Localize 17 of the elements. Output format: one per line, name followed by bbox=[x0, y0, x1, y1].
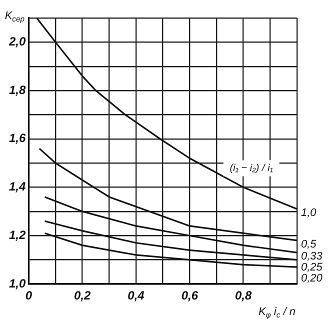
series-label: 0,20 bbox=[301, 272, 324, 285]
series-label: 0,25 bbox=[301, 262, 324, 274]
y-tick-label: 2,0 bbox=[8, 34, 26, 48]
series-label: 1,0 bbox=[301, 207, 318, 220]
y-tick-label: 1,6 bbox=[8, 131, 26, 146]
y-tick-label: 1,4 bbox=[8, 180, 26, 194]
x-tick-label: 0,4 bbox=[128, 288, 145, 302]
series-label: 0,33 bbox=[301, 250, 324, 263]
legend-title: (i₁ − i₂) / i₁ bbox=[230, 163, 273, 174]
series-label: 0,5 bbox=[301, 238, 318, 251]
y-tick-label: 1,8 bbox=[8, 82, 26, 97]
y-tick-label: 1,2 bbox=[8, 228, 26, 242]
x-tick-label: 0,8 bbox=[234, 288, 252, 302]
x-tick-label: 0,6 bbox=[181, 288, 198, 302]
x-tick-label: 0,2 bbox=[74, 288, 92, 302]
y-tick-label: 1,0 bbox=[8, 276, 26, 290]
x-tick-label: 0 bbox=[25, 288, 32, 302]
